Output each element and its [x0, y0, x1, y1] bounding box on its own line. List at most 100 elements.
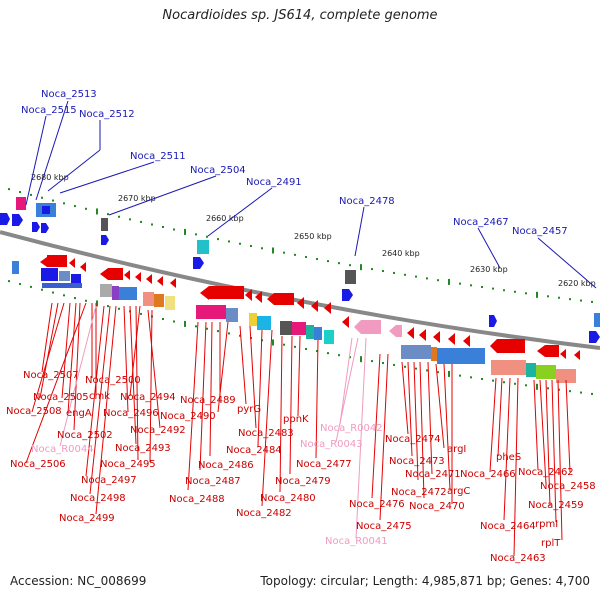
- gene-arrow: [297, 297, 304, 309]
- gene-feature: [280, 321, 292, 335]
- tick-mark: [63, 202, 65, 205]
- tick-mark: [437, 279, 439, 282]
- tick-mark: [173, 320, 175, 323]
- forward-label-lines: [25, 100, 597, 289]
- tick-mark: [195, 233, 197, 236]
- gene-feature: [154, 294, 164, 307]
- gene-feature: [12, 261, 19, 274]
- gene-feature: [401, 345, 431, 359]
- forward-genes: [0, 197, 600, 343]
- rna-label: Noca_R0043: [300, 439, 363, 450]
- tick-mark: [591, 300, 593, 303]
- tick-mark: [305, 347, 307, 350]
- gene-arrow: [463, 335, 470, 347]
- gene-arrow: [100, 268, 108, 280]
- gene-feature: [306, 325, 314, 339]
- gene-label: Noca_2479: [275, 476, 331, 487]
- gene-label: cmk: [89, 391, 110, 402]
- tick-mark: [382, 362, 384, 365]
- tick-mark: [558, 296, 560, 299]
- tick-mark: [19, 283, 21, 286]
- tick-mark: [283, 251, 285, 254]
- tick-mark: [107, 213, 109, 216]
- tick-mark: [184, 228, 186, 235]
- tick-mark: [239, 334, 241, 337]
- tick-mark: [415, 275, 417, 278]
- gene-arrow: [40, 257, 47, 267]
- gene-label: Noca_2477: [296, 459, 352, 470]
- gene-arrow: [537, 345, 545, 357]
- tick-mark: [448, 278, 450, 285]
- gene-label: Noca_2463: [490, 553, 546, 564]
- tick-mark: [261, 247, 263, 250]
- tick-mark: [63, 294, 65, 297]
- gene-label: argI: [447, 444, 466, 455]
- tick-mark: [338, 354, 340, 357]
- rna-label: Noca_R0042: [320, 423, 383, 434]
- gene-label: Noca_2498: [70, 493, 126, 504]
- tick-mark: [426, 277, 428, 280]
- tick-mark: [140, 220, 142, 223]
- gene-feature: [249, 313, 257, 326]
- gene-label: Noca_2459: [528, 500, 584, 511]
- tick-mark: [8, 188, 10, 191]
- gene-feature: [437, 348, 485, 364]
- accession-text: Accession: NC_008699: [10, 574, 147, 588]
- tick-mark: [547, 295, 549, 298]
- rna-label: Noca_R0041: [325, 536, 388, 547]
- reverse-label-lines: [25, 302, 571, 557]
- tick-mark: [30, 285, 32, 288]
- tick-mark: [327, 352, 329, 355]
- gene-arrow: [0, 213, 10, 225]
- gene-label: Noca_2457: [512, 226, 568, 237]
- tick-mark: [74, 297, 76, 300]
- gene-label: Noca_2462: [518, 467, 574, 478]
- gene-feature: [42, 206, 50, 214]
- tick-mark: [338, 262, 340, 265]
- gene-label: Noca_2489: [180, 395, 236, 406]
- gene-label: pyrG: [237, 404, 261, 415]
- rna-arrow: [389, 325, 396, 337]
- tick-mark: [360, 264, 362, 271]
- gene-arrow: [124, 270, 130, 280]
- gene-feature: [165, 296, 175, 310]
- tick-mark: [492, 379, 494, 382]
- scale-ticks: [8, 188, 593, 395]
- tick-mark: [140, 312, 142, 315]
- tick-mark: [85, 207, 87, 210]
- gene-label: Noca_2512: [79, 109, 135, 120]
- gene-label: Noca_2500: [85, 375, 141, 386]
- tick-mark: [481, 285, 483, 288]
- gene-label: Noca_2458: [540, 481, 596, 492]
- tick-mark: [8, 280, 10, 283]
- tick-mark: [294, 345, 296, 348]
- gene-feature: [119, 287, 137, 300]
- tick-mark: [492, 287, 494, 290]
- tick-mark: [404, 273, 406, 276]
- tick-mark: [19, 191, 21, 194]
- tick-mark: [349, 356, 351, 359]
- tick-mark: [591, 392, 593, 395]
- gene-label: Noca_2491: [246, 177, 302, 188]
- gene-arrow: [146, 274, 152, 284]
- gene-feature: [324, 330, 334, 344]
- gene-label: Noca_2471: [405, 469, 461, 480]
- gene-label: Noca_2474: [385, 434, 441, 445]
- tick-mark: [393, 363, 395, 366]
- gene-feature: [431, 347, 437, 361]
- tick-mark: [228, 240, 230, 243]
- gene-feature: [100, 284, 112, 297]
- tick-mark: [459, 282, 461, 285]
- gene-label: Noca_2473: [389, 456, 445, 467]
- gene-label: Noca_2506: [10, 459, 66, 470]
- tick-mark: [184, 320, 186, 327]
- tick-mark: [206, 327, 208, 330]
- gene-label: Noca_2511: [130, 151, 186, 162]
- gene-feature: [59, 271, 70, 281]
- tick-mark: [536, 291, 538, 298]
- gene-feature: [42, 283, 82, 288]
- gene-label: Noca_2507: [23, 370, 79, 381]
- tick-mark: [481, 377, 483, 380]
- tick-mark: [162, 225, 164, 228]
- gene-feature: [112, 286, 119, 300]
